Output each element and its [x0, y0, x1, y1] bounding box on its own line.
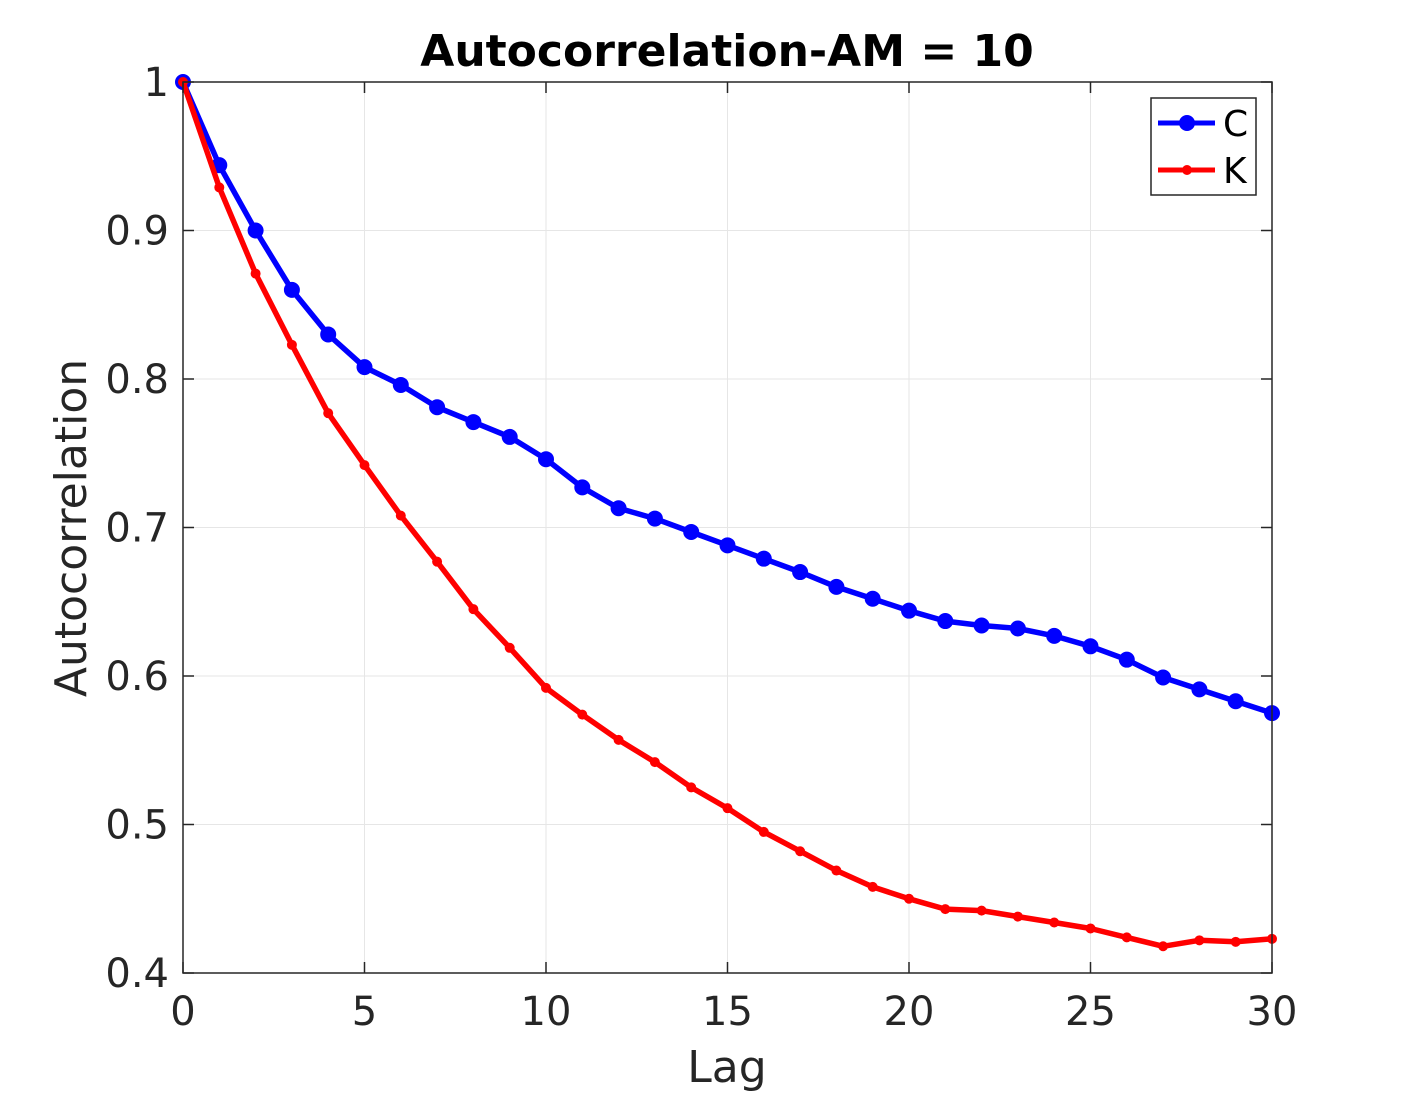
data-point-c [538, 451, 554, 468]
data-point-c [1046, 627, 1063, 644]
x-tick-label: 5 [352, 989, 377, 1035]
chart-title: Autocorrelation-AM = 10 [420, 26, 1033, 77]
data-point-k [1158, 941, 1169, 952]
data-point-c [973, 617, 990, 634]
data-point-c [1082, 638, 1099, 655]
data-point-c [828, 578, 845, 595]
data-point-c [792, 564, 809, 581]
y-tick-label: 1 [144, 60, 169, 106]
data-point-k [867, 881, 878, 892]
y-tick-label: 0.4 [105, 951, 169, 997]
x-tick-label: 0 [170, 989, 195, 1035]
data-point-k [940, 904, 951, 915]
data-point-c [937, 613, 954, 630]
data-point-c [646, 510, 663, 527]
data-point-k [904, 893, 914, 904]
legend-label-k: K [1223, 151, 1248, 192]
data-point-k [758, 826, 769, 837]
data-point-k [577, 709, 588, 720]
data-point-c [392, 376, 409, 393]
data-point-k [541, 682, 551, 693]
data-point-c [320, 326, 337, 343]
series-layer [175, 74, 1280, 952]
data-point-c [755, 550, 772, 567]
data-point-k [1230, 936, 1241, 947]
data-point-k [1012, 911, 1023, 922]
y-tick-label: 0.8 [105, 357, 169, 403]
data-point-k [831, 865, 842, 876]
data-point-c [719, 537, 736, 554]
data-point-c [610, 500, 627, 517]
legend-label-c: C [1223, 104, 1248, 145]
series-c [175, 74, 1280, 722]
x-tick-label: 25 [1065, 989, 1116, 1035]
data-point-c [501, 428, 518, 445]
legend: C K [1150, 97, 1257, 196]
series-k [178, 77, 1277, 952]
data-point-c [429, 399, 446, 416]
data-point-k [359, 460, 370, 471]
data-point-c [683, 523, 700, 540]
data-point-k [976, 905, 987, 916]
data-point-c [247, 222, 264, 239]
data-point-c [356, 359, 373, 376]
y-tick-label: 0.5 [105, 803, 169, 849]
data-point-c [864, 590, 881, 607]
x-tick-label: 20 [884, 989, 935, 1035]
legend-marker-k [1182, 165, 1192, 175]
data-point-k [1085, 923, 1096, 934]
data-point-c [465, 414, 482, 431]
data-point-c [574, 479, 591, 496]
x-tick-label: 30 [1247, 989, 1298, 1035]
data-point-k [432, 556, 443, 567]
data-point-k [649, 757, 660, 768]
data-point-c [283, 281, 300, 298]
data-point-k [214, 182, 225, 193]
legend-box [1150, 97, 1257, 196]
axis-ticks: 0 5 10 15 20 25 30 0.4 0.5 0.6 0.7 0.8 0.9 1 [105, 60, 1297, 1035]
data-point-c [1009, 620, 1026, 637]
data-point-k [686, 782, 697, 793]
data-point-c [1118, 651, 1135, 668]
data-point-k [1194, 935, 1205, 946]
x-axis-label: Lag [687, 1042, 766, 1093]
data-point-k [468, 604, 479, 615]
x-tick-label: 15 [702, 989, 753, 1035]
y-axis-label: Autocorrelation [46, 359, 97, 697]
x-tick-label: 10 [521, 989, 572, 1035]
y-tick-label: 0.6 [105, 654, 169, 700]
data-point-k [1049, 917, 1060, 928]
y-tick-label: 0.9 [105, 209, 169, 255]
data-point-c [1155, 669, 1172, 686]
legend-marker-c [1179, 115, 1195, 131]
data-point-k [504, 642, 515, 653]
data-point-c [901, 602, 917, 619]
data-point-k [395, 510, 406, 521]
data-point-k [1121, 932, 1132, 943]
data-point-c [1227, 693, 1244, 710]
data-point-k [613, 734, 624, 745]
y-tick-label: 0.7 [105, 506, 169, 552]
data-point-k [286, 339, 297, 350]
data-point-k [722, 803, 733, 814]
data-point-k [323, 408, 334, 419]
data-point-c [1191, 681, 1208, 698]
data-point-k [250, 268, 261, 279]
data-point-k [795, 846, 806, 857]
